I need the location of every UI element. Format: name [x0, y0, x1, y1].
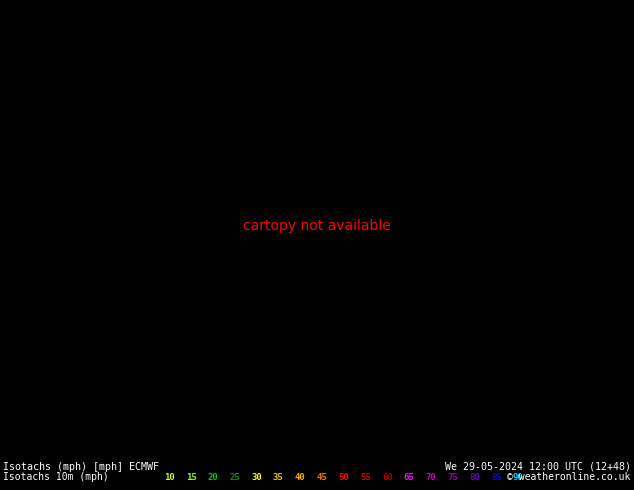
Text: 80: 80 [469, 473, 480, 482]
Text: 25: 25 [230, 473, 240, 482]
Text: Isotachs 10m (mph): Isotachs 10m (mph) [3, 472, 109, 482]
Text: 50: 50 [339, 473, 349, 482]
Text: Isotachs (mph) [mph] ECMWF: Isotachs (mph) [mph] ECMWF [3, 462, 159, 471]
Text: 15: 15 [186, 473, 197, 482]
Text: 65: 65 [404, 473, 415, 482]
Text: 90: 90 [513, 473, 524, 482]
Text: © weatheronline.co.uk: © weatheronline.co.uk [507, 472, 631, 482]
Text: 10: 10 [164, 473, 174, 482]
Text: 85: 85 [491, 473, 502, 482]
Text: 30: 30 [251, 473, 262, 482]
Text: 45: 45 [316, 473, 327, 482]
Text: 35: 35 [273, 473, 283, 482]
Text: 55: 55 [360, 473, 371, 482]
Text: cartopy not available: cartopy not available [243, 219, 391, 233]
Text: 40: 40 [295, 473, 306, 482]
Text: 70: 70 [425, 473, 436, 482]
Text: We 29-05-2024 12:00 UTC (12+48): We 29-05-2024 12:00 UTC (12+48) [445, 462, 631, 471]
Text: 75: 75 [448, 473, 458, 482]
Text: 20: 20 [207, 473, 218, 482]
Text: 60: 60 [382, 473, 393, 482]
